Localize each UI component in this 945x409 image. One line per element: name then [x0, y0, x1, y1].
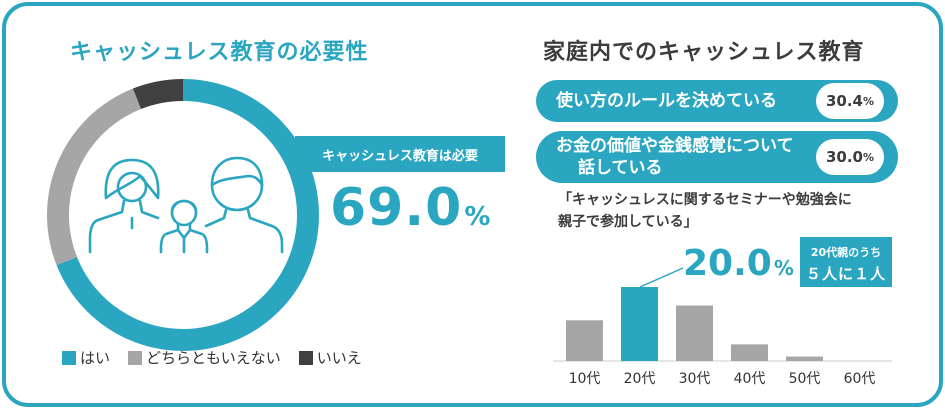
- bar-tick-label: 20代: [624, 371, 656, 387]
- bar-2: [676, 305, 713, 361]
- seminar-note-line2: 親子で参加している」: [558, 214, 698, 230]
- legend-swatch-neutral: [128, 350, 143, 365]
- need-percentage-value: 69.0: [330, 178, 463, 238]
- money-label-line2: 話している: [578, 158, 663, 178]
- stat-pill-rules: 使い方のルールを決めている 30.4%: [536, 80, 898, 122]
- bar-0: [566, 320, 603, 361]
- legend-item-neutral: どちらともいえない: [128, 347, 281, 368]
- legend-swatch-no: [298, 350, 313, 365]
- stat-pill-money-value: 30.0%: [816, 139, 884, 175]
- legend-label-no: いいえ: [316, 349, 362, 367]
- bar-tick-label: 50代: [789, 371, 821, 387]
- stat-pill-money-label: お金の価値や金銭感覚について 話している: [556, 135, 794, 179]
- legend-item-no: いいえ: [298, 347, 362, 368]
- badge-line1: 20代親のうち: [810, 246, 882, 259]
- bar-tick-label: 60代: [844, 371, 876, 387]
- stat-pill-money: お金の価値や金銭感覚について 話している 30.0%: [536, 131, 898, 183]
- rules-value-unit: %: [862, 94, 875, 108]
- seminar-percentage-value: 20.0: [683, 243, 772, 284]
- need-percentage: 69.0%: [330, 178, 490, 238]
- twenties-badge: 20代親のうち ５人に１人: [800, 237, 892, 287]
- seminar-percentage: 20.0%: [683, 243, 794, 284]
- legend-item-yes: はい: [62, 347, 110, 368]
- rules-value-number: 30.4: [825, 92, 863, 110]
- bar-4: [786, 356, 823, 361]
- money-label-line1: お金の価値や金銭感覚について: [556, 136, 794, 156]
- family-icon: [88, 156, 284, 254]
- bar-1: [621, 287, 658, 361]
- right-title: 家庭内でのキャッシュレス教育: [543, 40, 865, 65]
- legend-swatch-yes: [62, 350, 76, 365]
- seminar-percentage-unit: %: [773, 256, 794, 280]
- left-title: キャッシュレス教育の必要性: [70, 40, 369, 65]
- bar-3: [731, 344, 768, 361]
- donut-legend: はい どちらともいえない いいえ: [62, 347, 380, 368]
- stat-pill-rules-label: 使い方のルールを決めている: [556, 91, 777, 111]
- need-percentage-unit: %: [464, 202, 491, 232]
- bar-tick-label: 40代: [734, 371, 766, 387]
- bar-tick-label: 30代: [679, 371, 711, 387]
- need-callout: キャッシュレス教育は必要: [295, 136, 505, 172]
- money-value-number: 30.0: [825, 148, 863, 166]
- bar-tick-label: 10代: [569, 371, 601, 387]
- legend-label-neutral: どちらともいえない: [146, 349, 281, 367]
- bar-callout-line: [639, 267, 684, 288]
- donut-slice-no: [132, 79, 183, 110]
- money-value-unit: %: [862, 150, 875, 164]
- legend-label-yes: はい: [80, 349, 111, 367]
- donut-slice-neutral: [47, 88, 142, 266]
- seminar-note-line1: 「キャッシュレスに関するセミナーや勉強会に: [558, 192, 852, 208]
- stat-pill-rules-value: 30.4%: [816, 83, 884, 119]
- badge-line2: ５人に１人: [805, 265, 886, 283]
